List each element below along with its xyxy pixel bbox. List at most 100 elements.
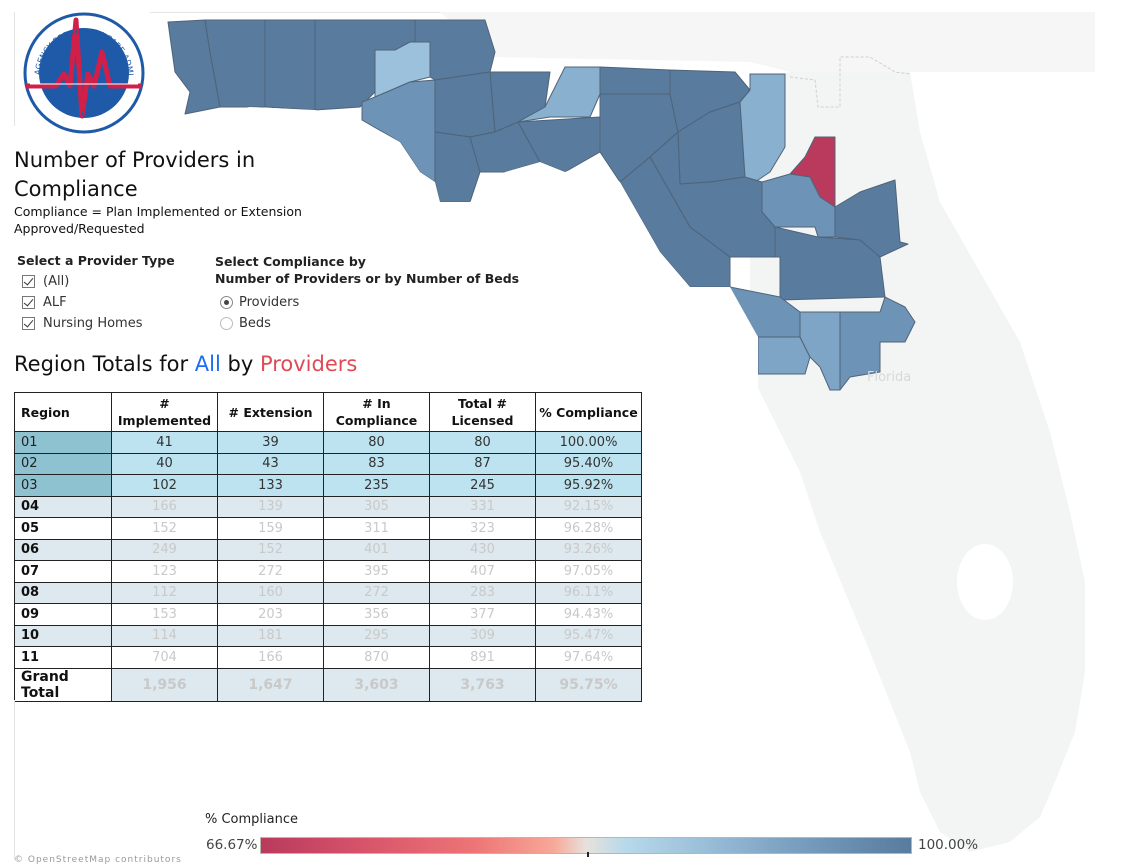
col-header-implemented[interactable]: # Implemented [111, 392, 218, 432]
extension-cell: 160 [217, 581, 324, 604]
implemented-cell: 40 [111, 452, 218, 475]
col-header-in-compliance-l2: Compliance [335, 413, 418, 428]
county-region-2-j[interactable] [517, 116, 601, 173]
extension-cell: 166 [217, 646, 324, 669]
in-compliance-cell: 295 [323, 624, 430, 647]
licensed-cell: 331 [429, 495, 536, 518]
table-row[interactable]: 11 704 166 870 891 97.64% [14, 646, 642, 669]
pct-cell: 97.64% [535, 646, 642, 669]
total-licensed-cell: 3,763 [429, 667, 536, 702]
in-compliance-cell: 395 [323, 560, 430, 583]
table-row[interactable]: 01 41 39 80 80 100.00% [14, 431, 642, 454]
implemented-cell: 249 [111, 538, 218, 561]
pct-cell: 95.40% [535, 452, 642, 475]
pct-cell: 96.28% [535, 517, 642, 540]
licensed-cell: 283 [429, 581, 536, 604]
region-cell[interactable]: 02 [14, 452, 112, 475]
grand-total-label: Grand Total [14, 667, 112, 702]
checkbox-label: ALF [43, 295, 67, 310]
checkbox-all[interactable]: (All) [22, 274, 69, 289]
table-row[interactable]: 02 40 43 83 87 95.40% [14, 452, 642, 475]
table-row[interactable]: 09 153 203 356 377 94.43% [14, 603, 642, 626]
table-row[interactable]: 04 166 139 305 331 92.15% [14, 495, 642, 518]
county-region-3-g[interactable] [757, 336, 811, 375]
table-row[interactable]: 03 102 133 235 245 95.92% [14, 474, 642, 497]
pct-cell: 95.92% [535, 474, 642, 497]
implemented-cell: 123 [111, 560, 218, 583]
col-header-licensed[interactable]: Total # Licensed [429, 392, 536, 432]
checkbox-label: Nursing Homes [43, 316, 143, 331]
page-title: Number of Providers in Compliance [14, 148, 256, 201]
licensed-cell: 245 [429, 474, 536, 497]
radio-beds[interactable]: Beds [220, 316, 271, 331]
provider-filter-title: Select a Provider Type [17, 253, 175, 268]
licensed-cell: 309 [429, 624, 536, 647]
extension-cell: 139 [217, 495, 324, 518]
in-compliance-cell: 80 [323, 431, 430, 454]
georgia-land [440, 12, 1095, 72]
table-row[interactable]: 08 112 160 272 283 96.11% [14, 581, 642, 604]
pct-cell: 96.11% [535, 581, 642, 604]
col-header-licensed-l1: Total # [458, 396, 507, 411]
region-cell[interactable]: 01 [14, 431, 112, 454]
pct-cell: 93.26% [535, 538, 642, 561]
pct-cell: 95.47% [535, 624, 642, 647]
county-region-2-k[interactable] [599, 66, 671, 95]
radio-unselected-icon[interactable] [220, 317, 233, 330]
col-header-extension[interactable]: # Extension [217, 392, 324, 432]
region-cell[interactable]: 05 [14, 517, 112, 540]
in-compliance-cell: 305 [323, 495, 430, 518]
heading-measure: Providers [259, 352, 358, 376]
region-cell[interactable]: 10 [14, 624, 112, 647]
extension-cell: 152 [217, 538, 324, 561]
in-compliance-cell: 272 [323, 581, 430, 604]
county-region-1-b[interactable] [204, 19, 266, 108]
checkbox-icon[interactable] [22, 275, 35, 288]
state-label: Florida [867, 370, 911, 385]
extension-cell: 159 [217, 517, 324, 540]
extension-cell: 272 [217, 560, 324, 583]
table-row[interactable]: 07 123 272 395 407 97.05% [14, 560, 642, 583]
col-header-in-compliance[interactable]: # In Compliance [323, 392, 430, 432]
table-row[interactable]: 10 114 181 295 309 95.47% [14, 624, 642, 647]
table-row[interactable]: 06 249 152 401 430 93.26% [14, 538, 642, 561]
table-row[interactable]: 05 152 159 311 323 96.28% [14, 517, 642, 540]
checkbox-nursing-homes[interactable]: Nursing Homes [22, 316, 142, 331]
checkbox-icon[interactable] [22, 317, 35, 330]
table-header-row: Region # Implemented # Extension # In Co… [14, 392, 642, 432]
col-header-pct-compliance[interactable]: % Compliance [535, 392, 642, 432]
total-in-compliance-cell: 3,603 [323, 667, 430, 702]
implemented-cell: 166 [111, 495, 218, 518]
county-region-4-b[interactable] [834, 179, 909, 258]
county-region-2-e[interactable] [434, 71, 496, 138]
region-cell[interactable]: 07 [14, 560, 112, 583]
licensed-cell: 323 [429, 517, 536, 540]
radio-selected-icon[interactable] [220, 296, 233, 309]
pct-cell: 94.43% [535, 603, 642, 626]
region-cell[interactable]: 03 [14, 474, 112, 497]
region-cell[interactable]: 08 [14, 581, 112, 604]
checkbox-icon[interactable] [22, 296, 35, 309]
region-cell[interactable]: 06 [14, 538, 112, 561]
col-header-region[interactable]: Region [14, 392, 112, 432]
radio-providers[interactable]: Providers [220, 295, 299, 310]
grand-total-row: Grand Total 1,956 1,647 3,603 3,763 95.75% [14, 667, 642, 702]
in-compliance-cell: 356 [323, 603, 430, 626]
checkbox-label: (All) [43, 274, 70, 289]
county-region-7-a[interactable] [839, 296, 916, 391]
implemented-cell: 153 [111, 603, 218, 626]
county-region-3-d[interactable] [619, 156, 731, 288]
region-cell[interactable]: 04 [14, 495, 112, 518]
extension-cell: 133 [217, 474, 324, 497]
legend-max-label: 100.00% [918, 837, 979, 853]
county-region-1-c[interactable] [264, 19, 316, 111]
page-subtitle: Compliance = Plan Implemented or Extensi… [14, 204, 302, 236]
implemented-cell: 112 [111, 581, 218, 604]
licensed-cell: 407 [429, 560, 536, 583]
lake-okeechobee [957, 544, 1013, 620]
checkbox-alf[interactable]: ALF [22, 295, 67, 310]
region-cell[interactable]: 11 [14, 646, 112, 669]
region-totals-table: Region # Implemented # Extension # In Co… [14, 392, 642, 702]
total-extension-cell: 1,647 [217, 667, 324, 702]
region-cell[interactable]: 09 [14, 603, 112, 626]
